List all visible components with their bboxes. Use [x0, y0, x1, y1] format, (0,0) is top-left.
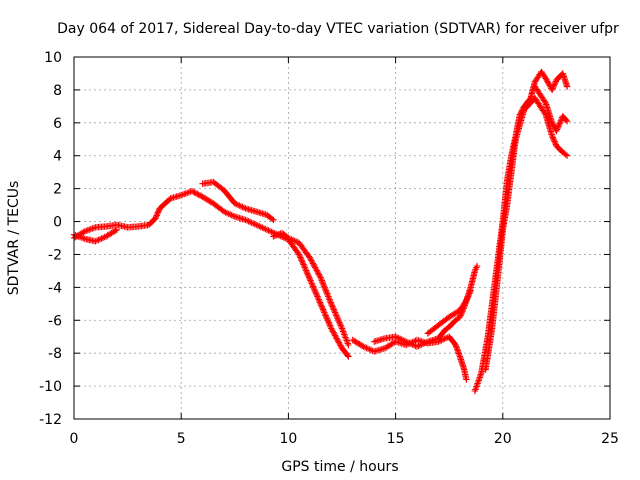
y-tick-label: -6 — [48, 313, 62, 329]
plus-markers — [531, 83, 571, 135]
x-tick-label: 20 — [494, 431, 512, 447]
plus-markers — [199, 178, 277, 224]
axis-ticks: 0 5 10 15 20 25 -12 -10 -8 -6 -4 -2 0 2 4 6 8 10 — [39, 50, 619, 447]
plus-markers — [270, 229, 352, 349]
series-trace-c — [199, 178, 277, 224]
x-tick-label: 5 — [177, 431, 186, 447]
chart-title: Day 064 of 2017, Sidereal Day-to-day VTE… — [57, 21, 619, 37]
series-marks — [70, 68, 571, 395]
y-tick-label: 4 — [53, 149, 62, 165]
y-tick-label: -12 — [39, 412, 62, 428]
y-tick-label: 2 — [53, 182, 62, 198]
y-tick-label: -2 — [48, 247, 62, 263]
plus-markers — [424, 287, 474, 337]
series-trace-g — [424, 287, 474, 337]
plus-markers — [482, 94, 571, 373]
x-tick-label: 25 — [601, 431, 619, 447]
y-tick-label: -10 — [39, 379, 62, 395]
x-tick-label: 15 — [387, 431, 405, 447]
y-axis-label: SDTVAR / TECUs — [6, 181, 22, 296]
y-tick-label: -4 — [48, 280, 62, 296]
y-tick-label: -8 — [48, 346, 62, 362]
y-tick-label: 0 — [53, 215, 62, 231]
series-trace-j — [531, 83, 571, 135]
series-trace-d — [270, 229, 352, 349]
x-axis-label: GPS time / hours — [281, 459, 398, 475]
y-tick-label: 6 — [53, 116, 62, 132]
x-tick-label: 10 — [279, 431, 297, 447]
y-tick-label: 8 — [53, 83, 62, 99]
plus-markers — [70, 187, 352, 360]
series-trace-a — [70, 187, 352, 360]
grid-lines — [74, 57, 610, 419]
y-tick-label: 10 — [44, 50, 62, 66]
plot-frame — [73, 56, 611, 420]
series-trace-i — [482, 94, 571, 373]
x-tick-label: 0 — [70, 431, 79, 447]
